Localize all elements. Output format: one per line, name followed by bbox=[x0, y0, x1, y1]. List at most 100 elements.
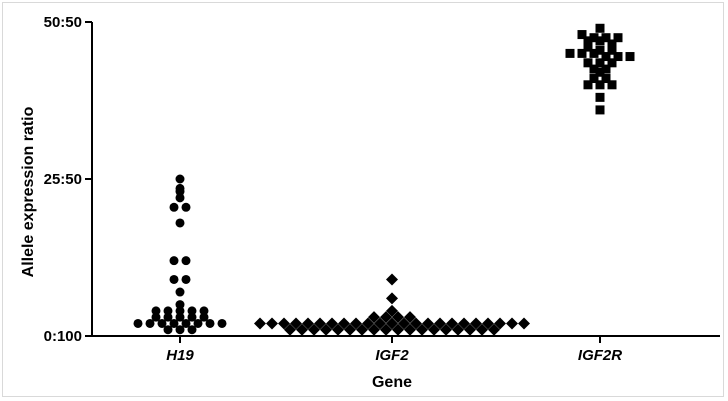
h19-circle-point bbox=[175, 193, 185, 203]
y-tick-label: 25:50 bbox=[44, 171, 82, 188]
h19-circle-point bbox=[169, 256, 179, 266]
igf2-diamond-point bbox=[428, 323, 440, 336]
igf2r-square-point bbox=[595, 92, 605, 102]
igf2r-square-point bbox=[601, 74, 611, 84]
h19-circle-point bbox=[175, 300, 185, 310]
igf2-diamond-point bbox=[458, 317, 470, 330]
h19-circle-point bbox=[175, 325, 185, 335]
h19-circle-point bbox=[169, 318, 179, 328]
h19-circle-point bbox=[133, 318, 143, 328]
y-axis-title: Allele expression ratio bbox=[20, 106, 37, 277]
igf2r-square-point bbox=[583, 58, 593, 68]
igf2r-square-point bbox=[565, 48, 575, 58]
igf2r-square-point bbox=[583, 42, 593, 52]
igf2-diamond-point bbox=[368, 311, 380, 324]
igf2-diamond-point bbox=[494, 317, 506, 330]
x-tick-label: IGF2 bbox=[375, 347, 409, 364]
h19-circle-point bbox=[181, 202, 191, 212]
y-ticks: 0:100 25:50 50:50 bbox=[44, 14, 92, 345]
igf2-diamond-point bbox=[254, 317, 266, 330]
igf2r-square-point bbox=[607, 45, 617, 55]
igf2-diamond-point bbox=[446, 317, 458, 330]
igf2r-square-point bbox=[589, 64, 599, 74]
igf2-diamond-point bbox=[506, 317, 518, 330]
h19-circle-point bbox=[163, 312, 173, 322]
igf2-diamond-point bbox=[392, 323, 404, 336]
h19-circle-point bbox=[187, 306, 197, 316]
igf2-diamond-point bbox=[332, 323, 344, 336]
igf2-diamond-point bbox=[284, 323, 296, 336]
igf2-diamond-point bbox=[296, 323, 308, 336]
h19-circle-point bbox=[163, 325, 173, 335]
y-tick-label: 50:50 bbox=[44, 14, 82, 31]
igf2r-square-point bbox=[589, 74, 599, 84]
h19-circle-point bbox=[157, 318, 167, 328]
igf2r-square-point bbox=[595, 36, 605, 46]
h19-circle-point bbox=[151, 306, 161, 316]
igf2r-square-point bbox=[583, 36, 593, 46]
h19-circle-point bbox=[175, 306, 185, 316]
h19-circle-point bbox=[175, 218, 185, 228]
igf2-diamond-point bbox=[362, 317, 374, 330]
h19-circle-point bbox=[181, 256, 191, 266]
igf2r-square-point bbox=[577, 48, 587, 58]
igf2r-square-point bbox=[595, 23, 605, 33]
h19-circle-point bbox=[151, 312, 161, 322]
igf2r-square-point bbox=[595, 45, 605, 55]
igf2-diamond-point bbox=[278, 317, 290, 330]
igf2-diamond-point bbox=[326, 317, 338, 330]
h19-circle-point bbox=[175, 312, 185, 322]
data-points bbox=[133, 23, 635, 336]
igf2-diamond-point bbox=[386, 304, 398, 317]
h19-circle-point bbox=[175, 287, 185, 297]
igf2r-square-point bbox=[583, 80, 593, 90]
igf2r-square-point bbox=[577, 30, 587, 40]
igf2r-square-point bbox=[607, 58, 617, 68]
h19-circle-point bbox=[169, 274, 179, 284]
igf2-diamond-point bbox=[338, 317, 350, 330]
igf2r-square-point bbox=[595, 80, 605, 90]
igf2r-square-point bbox=[589, 48, 599, 58]
igf2r-square-point bbox=[595, 105, 605, 115]
x-tick-label: IGF2R bbox=[578, 347, 622, 364]
igf2-diamond-point bbox=[380, 311, 392, 324]
igf2-diamond-point bbox=[266, 317, 278, 330]
igf2-diamond-point bbox=[368, 323, 380, 336]
igf2-diamond-point bbox=[290, 317, 302, 330]
igf2-diamond-point bbox=[404, 311, 416, 324]
igf2-diamond-point bbox=[386, 317, 398, 330]
x-ticks: H19 IGF2 IGF2R bbox=[166, 336, 622, 364]
h19-circle-point bbox=[217, 318, 227, 328]
igf2-diamond-point bbox=[380, 323, 392, 336]
igf2-diamond-point bbox=[404, 323, 416, 336]
h19-circle-point bbox=[199, 312, 209, 322]
igf2r-square-point bbox=[595, 67, 605, 77]
h19-circle-point bbox=[169, 202, 179, 212]
chart-frame bbox=[2, 2, 724, 397]
igf2-diamond-point bbox=[476, 323, 488, 336]
igf2-diamond-point bbox=[464, 323, 476, 336]
x-tick-label: H19 bbox=[166, 347, 194, 364]
igf2-diamond-point bbox=[398, 317, 410, 330]
igf2r-square-point bbox=[601, 64, 611, 74]
igf2-diamond-point bbox=[314, 317, 326, 330]
igf2-diamond-point bbox=[440, 323, 452, 336]
igf2-diamond-point bbox=[308, 323, 320, 336]
igf2-diamond-point bbox=[488, 323, 500, 336]
h19-circle-point bbox=[181, 274, 191, 284]
h19-circle-point bbox=[187, 325, 197, 335]
igf2-diamond-point bbox=[356, 323, 368, 336]
igf2-diamond-point bbox=[422, 317, 434, 330]
igf2-diamond-point bbox=[386, 273, 398, 286]
igf2-diamond-point bbox=[344, 323, 356, 336]
igf2-diamond-point bbox=[374, 317, 386, 330]
h19-circle-point bbox=[199, 306, 209, 316]
igf2r-square-point bbox=[607, 80, 617, 90]
h19-circle-point bbox=[181, 318, 191, 328]
igf2-diamond-point bbox=[434, 317, 446, 330]
y-tick-label: 0:100 bbox=[44, 328, 82, 345]
h19-circle-point bbox=[175, 183, 185, 193]
igf2-diamond-point bbox=[302, 317, 314, 330]
igf2r-square-point bbox=[607, 39, 617, 49]
